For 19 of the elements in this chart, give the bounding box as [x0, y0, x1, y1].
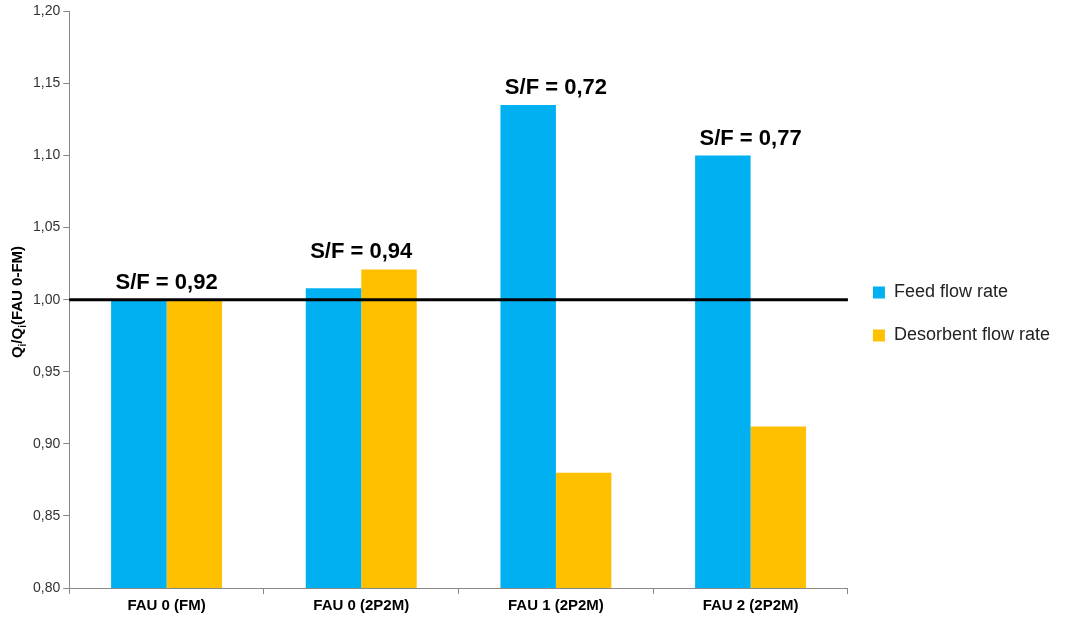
y-tick-label: 1,20	[33, 2, 61, 19]
x-tick-label: FAU 0 (FM)	[127, 596, 206, 614]
x-tick-label: FAU 2 (2P2M)	[702, 596, 799, 614]
annotation: S/F = 0,72	[504, 74, 607, 100]
annotation: S/F = 0,77	[699, 124, 802, 150]
x-tick-label: FAU 1 (2P2M)	[507, 596, 604, 614]
legend-label: Desorbent flow rate	[893, 324, 1050, 345]
y-tick-label: 1,00	[33, 290, 61, 307]
y-tick-label: 1,05	[33, 218, 61, 235]
x-tick-label: FAU 0 (2P2M)	[313, 596, 410, 614]
y-tick-label: 0,85	[33, 506, 61, 523]
legend-label: Feed flow rate	[893, 281, 1008, 302]
y-tick-label: 0,90	[33, 434, 61, 451]
y-tick-label: 1,15	[33, 74, 61, 91]
annotation: S/F = 0,94	[310, 238, 414, 264]
y-tick-label: 1,10	[33, 146, 61, 163]
y-tick-label: 0,80	[33, 578, 61, 595]
y-tick-label: 0,95	[33, 362, 61, 379]
annotation: S/F = 0,92	[115, 268, 218, 294]
